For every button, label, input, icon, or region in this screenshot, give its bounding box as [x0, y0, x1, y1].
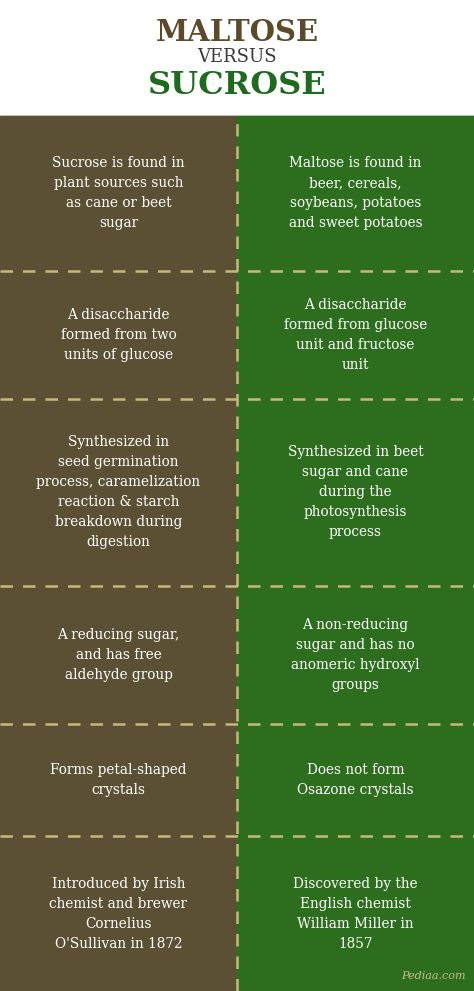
- Text: SUCROSE: SUCROSE: [148, 70, 326, 101]
- Bar: [237, 116, 474, 123]
- Bar: [237, 398, 474, 586]
- Text: Sucrose is found in
plant sources such
as cane or beet
sugar: Sucrose is found in plant sources such a…: [52, 157, 185, 231]
- Text: Synthesized in beet
sugar and cane
during the
photosynthesis
process: Synthesized in beet sugar and cane durin…: [288, 445, 423, 539]
- Bar: [237, 836, 474, 991]
- Text: A disaccharide
formed from glucose
unit and fructose
unit: A disaccharide formed from glucose unit …: [284, 297, 427, 372]
- Text: A non-reducing
sugar and has no
anomeric hydroxyl
groups: A non-reducing sugar and has no anomeric…: [291, 617, 420, 692]
- Text: Maltose is found in
beer, cereals,
soybeans, potatoes
and sweet potatoes: Maltose is found in beer, cereals, soybe…: [289, 157, 422, 231]
- Text: Pediaa.com: Pediaa.com: [401, 971, 466, 981]
- Bar: [237, 271, 474, 398]
- Text: A disaccharide
formed from two
units of glucose: A disaccharide formed from two units of …: [61, 307, 176, 362]
- Bar: [0, 724, 237, 836]
- Text: Discovered by the
English chemist
William Miller in
1857: Discovered by the English chemist Willia…: [293, 877, 418, 950]
- Text: VERSUS: VERSUS: [197, 48, 277, 66]
- Bar: [0, 398, 237, 586]
- Text: MALTOSE: MALTOSE: [155, 18, 319, 47]
- Text: Forms petal-shaped
crystals: Forms petal-shaped crystals: [50, 763, 187, 798]
- Bar: [0, 586, 237, 724]
- Bar: [237, 724, 474, 836]
- Text: A reducing sugar,
and has free
aldehyde group: A reducing sugar, and has free aldehyde …: [57, 628, 180, 682]
- Bar: [237, 586, 474, 724]
- Bar: [0, 116, 237, 271]
- Bar: [0, 836, 237, 991]
- Text: Introduced by Irish
chemist and brewer
Cornelius
O'Sullivan in 1872: Introduced by Irish chemist and brewer C…: [49, 877, 188, 950]
- Bar: [0, 116, 237, 123]
- Text: Synthesized in
seed germination
process, caramelization
reaction & starch
breakd: Synthesized in seed germination process,…: [36, 435, 201, 549]
- Bar: [0, 271, 237, 398]
- Bar: [237, 116, 474, 271]
- Text: Does not form
Osazone crystals: Does not form Osazone crystals: [297, 763, 414, 798]
